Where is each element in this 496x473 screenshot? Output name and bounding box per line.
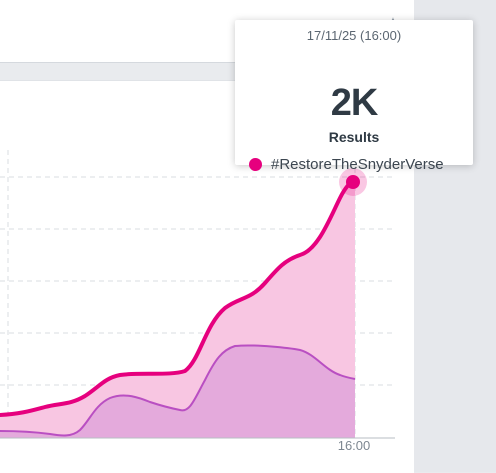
series-line-main <box>0 178 357 417</box>
tooltip-label: Results <box>328 129 380 145</box>
chart-tooltip: 17/11/25 (16:00) 2K Results #RestoreTheS… <box>235 20 473 173</box>
series-color-dot <box>249 158 262 171</box>
series-line-secondary <box>0 344 356 437</box>
tooltip-value: 2K <box>330 82 379 124</box>
x-tick-label: 16:00 <box>337 438 371 453</box>
tooltip-date: 17/11/25 (16:00) <box>306 28 402 43</box>
data-point-16-00[interactable] <box>346 175 360 189</box>
tooltip-series-name: #RestoreTheSnyderVerse <box>271 156 444 173</box>
tooltip-series: #RestoreTheSnyderVerse <box>249 156 444 173</box>
series-area-secondary <box>0 345 355 438</box>
